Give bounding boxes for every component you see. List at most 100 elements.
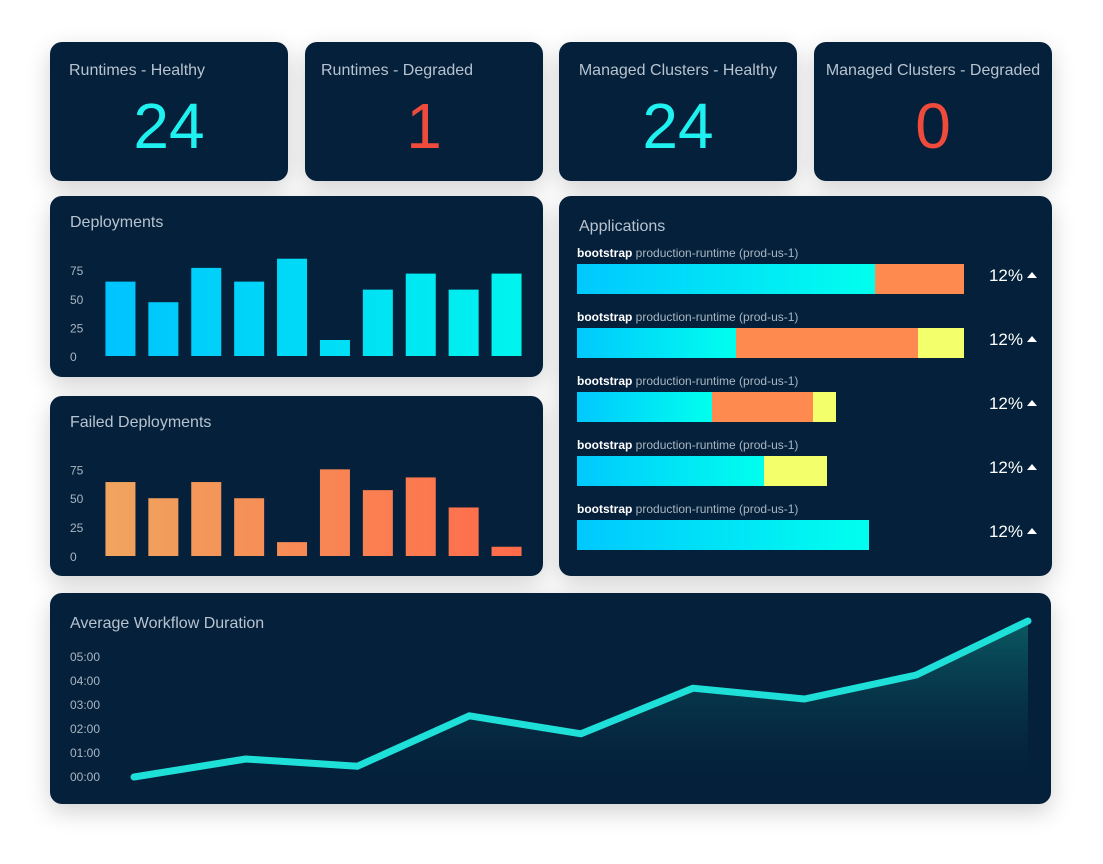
percent-value: 12% (988, 330, 1023, 349)
application-name: bootstrap (577, 310, 633, 324)
y-tick-label: 50 (70, 492, 84, 506)
trend-up-icon (1027, 528, 1037, 534)
bars (105, 258, 522, 356)
failed-deployments-card: Failed Deployments 0 25 50 75 (50, 396, 543, 576)
bar-segment-blue (577, 520, 870, 550)
y-tick-label: 75 (70, 463, 84, 477)
bar-segment-orange (735, 328, 918, 358)
bar (191, 482, 222, 556)
application-row[interactable]: bootstrap production-runtime (prod-us-1)… (577, 438, 1037, 498)
bar (191, 267, 222, 356)
y-tick-label: 01:00 (70, 746, 100, 760)
stat-title: Runtimes - Degraded (321, 62, 474, 79)
application-bar (577, 456, 827, 486)
application-name: bootstrap (577, 246, 633, 260)
applications-card: Applications bootstrap production-runtim… (559, 196, 1052, 576)
application-bar (577, 328, 964, 358)
bar (448, 289, 479, 356)
bar (491, 546, 522, 556)
stat-value: 24 (133, 90, 205, 162)
application-bar (577, 264, 964, 294)
y-tick-label: 00:00 (70, 770, 100, 784)
y-tick-label: 03:00 (70, 698, 100, 712)
y-tick-label: 0 (70, 550, 77, 564)
percent-value: 12% (988, 394, 1023, 413)
stat-title: Runtimes - Healthy (69, 62, 206, 79)
bar (448, 507, 479, 556)
stat-card-runtimes-healthy: Runtimes - Healthy 24 (50, 42, 288, 181)
deployments-title: Deployments (70, 214, 164, 231)
area-fill (134, 621, 1028, 781)
application-row[interactable]: bootstrap production-runtime (prod-us-1)… (577, 502, 1037, 562)
application-percent: 12% (989, 394, 1037, 414)
trend-up-icon (1027, 336, 1037, 342)
points (133, 620, 1029, 778)
stat-value: 1 (406, 90, 442, 162)
application-name: bootstrap (577, 374, 633, 388)
deployments-card: Deployments 0 25 50 75 (50, 196, 543, 377)
stat-title: Managed Clusters - Degraded (825, 62, 1041, 79)
y-tick-label: 05:00 (70, 650, 100, 664)
application-percent: 12% (989, 330, 1037, 350)
application-label: bootstrap production-runtime (prod-us-1) (577, 438, 798, 452)
application-name: bootstrap (577, 502, 633, 516)
y-tick-label: 0 (70, 350, 77, 364)
deployments-chart: 0 25 50 75 (70, 258, 522, 364)
stat-card-runtimes-degraded: Runtimes - Degraded 1 (305, 42, 543, 181)
bar (234, 498, 265, 556)
stat-value: 0 (915, 90, 951, 162)
bar-segment-orange (711, 392, 813, 422)
bar (105, 281, 136, 356)
application-runtime: production-runtime (prod-us-1) (632, 502, 799, 516)
y-tick-label: 25 (70, 321, 84, 335)
percent-value: 12% (988, 458, 1023, 477)
bar (319, 469, 350, 556)
application-row[interactable]: bootstrap production-runtime (prod-us-1)… (577, 246, 1037, 306)
bar (319, 339, 350, 356)
stat-card-clusters-healthy: Managed Clusters - Healthy 24 (559, 42, 797, 181)
percent-value: 12% (988, 522, 1023, 541)
application-bar (577, 520, 870, 550)
application-runtime: production-runtime (prod-us-1) (632, 438, 799, 452)
bar (277, 542, 308, 556)
application-row[interactable]: bootstrap production-runtime (prod-us-1)… (577, 310, 1037, 370)
y-tick-label: 02:00 (70, 722, 100, 736)
workflow-card: Average Workflow Duration 00:00 01:00 02:0… (50, 593, 1051, 804)
application-runtime: production-runtime (prod-us-1) (632, 310, 799, 324)
bar-segment-blue (577, 456, 765, 486)
bar (105, 482, 136, 556)
percent-value: 12% (988, 266, 1023, 285)
workflow-title: Average Workflow Duration (70, 615, 265, 632)
application-label: bootstrap production-runtime (prod-us-1) (577, 246, 798, 260)
stat-value: 24 (642, 90, 714, 162)
bar (148, 302, 179, 356)
failed-deployments-title: Failed Deployments (70, 414, 212, 431)
trend-up-icon (1027, 272, 1037, 278)
application-row[interactable]: bootstrap production-runtime (prod-us-1)… (577, 374, 1037, 434)
applications-title: Applications (579, 218, 666, 235)
application-name: bootstrap (577, 438, 633, 452)
trend-up-icon (1027, 464, 1037, 470)
bar-segment-yellow (764, 456, 827, 486)
workflow-chart: 00:00 01:00 02:00 03:00 04:00 05:00 (70, 617, 1032, 784)
y-tick-label: 04:00 (70, 674, 100, 688)
bar-segment-blue (577, 328, 736, 358)
application-label: bootstrap production-runtime (prod-us-1) (577, 374, 798, 388)
bar (234, 281, 265, 356)
application-percent: 12% (989, 266, 1037, 286)
bar-segment-yellow (917, 328, 964, 358)
bar-segment-yellow (812, 392, 837, 422)
bar (405, 477, 436, 556)
bar (362, 490, 393, 556)
bar-segment-blue (577, 392, 712, 422)
application-percent: 12% (989, 522, 1037, 542)
bar (362, 289, 393, 356)
application-label: bootstrap production-runtime (prod-us-1) (577, 310, 798, 324)
bar-segment-blue (577, 264, 875, 294)
bar (277, 258, 308, 356)
bars (105, 469, 522, 556)
bar (491, 273, 522, 356)
bar (405, 273, 436, 356)
application-label: bootstrap production-runtime (prod-us-1) (577, 502, 798, 516)
application-runtime: production-runtime (prod-us-1) (632, 246, 799, 260)
